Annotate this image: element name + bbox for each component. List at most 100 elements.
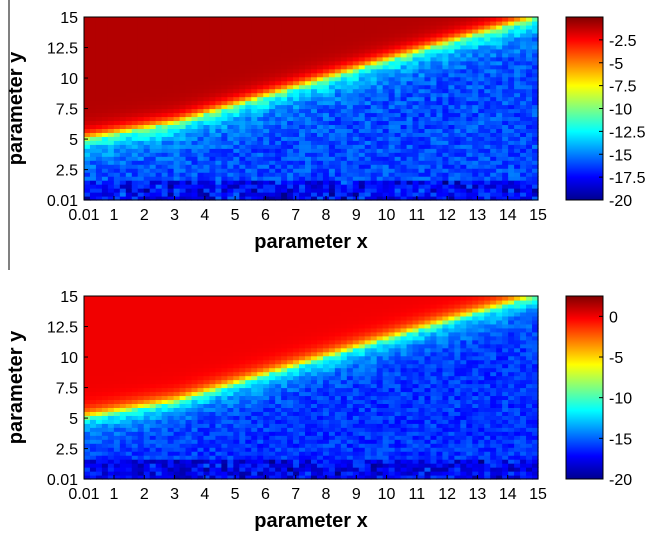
heatmap-cell (442, 124, 449, 129)
heatmap-cell (161, 475, 169, 480)
heatmap-cell (191, 64, 199, 70)
heatmap-cell (251, 403, 258, 408)
heatmap-cell (155, 196, 163, 201)
heatmap-cell (263, 136, 270, 141)
heatmap-cell (179, 399, 187, 405)
heatmap-cell (251, 108, 258, 114)
heatmap-cell (197, 439, 205, 444)
heatmap-cell (466, 140, 473, 145)
heatmap-cell (316, 156, 324, 161)
heatmap-cell (131, 84, 139, 90)
heatmap-cell (185, 351, 193, 357)
heatmap-cell (424, 48, 432, 54)
heatmap-cell (466, 112, 473, 118)
heatmap-cell (137, 80, 145, 86)
heatmap-cell (496, 128, 503, 133)
heatmap-cell (275, 132, 282, 137)
heatmap-cell (227, 347, 234, 353)
heatmap-cell (84, 92, 91, 98)
heatmap-cell (490, 136, 497, 141)
heatmap-cell (412, 104, 420, 110)
heatmap-cell (227, 104, 234, 110)
heatmap-cell (257, 471, 264, 476)
heatmap-cell (418, 116, 426, 122)
heatmap-cell (275, 20, 282, 26)
heatmap-cell (251, 463, 258, 468)
heatmap-cell (382, 44, 390, 50)
heatmap-cell (155, 120, 163, 126)
heatmap-cell (173, 17, 181, 22)
heatmap-cell (311, 100, 318, 106)
heatmap-cell (424, 144, 432, 149)
heatmap-cell (215, 88, 222, 94)
heatmap-cell (113, 331, 121, 337)
heatmap-cell (161, 395, 169, 401)
heatmap-cell (430, 24, 438, 30)
heatmap-cell (382, 40, 390, 46)
heatmap-cell (424, 132, 432, 137)
y-tick-label: 2.5 (56, 163, 78, 180)
heatmap-cell (436, 88, 444, 94)
heatmap-cell (173, 88, 181, 94)
heatmap-cell (466, 108, 473, 114)
heatmap-cell (406, 28, 414, 34)
heatmap-cell (287, 152, 294, 157)
heatmap-cell (203, 467, 211, 472)
heatmap-cell (101, 387, 109, 393)
heatmap-cell (328, 116, 336, 122)
heatmap-cell (203, 56, 211, 62)
heatmap-cell (197, 427, 205, 432)
heatmap-cell (239, 24, 246, 30)
heatmap-cell (526, 20, 533, 26)
heatmap-cell (143, 363, 151, 369)
heatmap-cell (221, 311, 228, 317)
heatmap-cell (155, 124, 163, 129)
heatmap-cell (203, 100, 211, 106)
heatmap-cell (376, 124, 384, 129)
heatmap-cell (478, 156, 485, 161)
heatmap-cell (143, 116, 151, 122)
heatmap-cell (382, 84, 390, 90)
heatmap-cell (466, 176, 473, 181)
heatmap-cell (221, 20, 228, 26)
heatmap-cell (84, 419, 91, 424)
heatmap-cell (161, 327, 169, 333)
heatmap-cell (185, 319, 193, 325)
heatmap-cell (185, 36, 193, 42)
heatmap-cell (316, 132, 324, 137)
heatmap-cell (143, 32, 151, 38)
heatmap-cell (269, 36, 276, 42)
heatmap-cell (370, 80, 378, 86)
heatmap-cell (185, 323, 193, 329)
heatmap-cell (472, 116, 479, 122)
heatmap-cell (89, 124, 97, 129)
heatmap-panel-1: 0.01 1 2 3 4 5 6 7 8 9 10 11 12 13 14 150.012.557.51012… (5, 10, 646, 253)
heatmap-cell (167, 68, 175, 74)
heatmap-cell (466, 128, 473, 133)
heatmap-cell (305, 128, 312, 133)
heatmap-cell (233, 28, 240, 34)
heatmap-cell (149, 395, 157, 401)
heatmap-cell (89, 104, 97, 110)
heatmap-cell (496, 188, 503, 193)
heatmap-cell (424, 184, 432, 189)
heatmap-cell (400, 88, 408, 94)
heatmap-cell (125, 311, 133, 317)
heatmap-cell (161, 156, 169, 161)
colorbar-tick-label: -15 (609, 147, 632, 164)
heatmap-cell (388, 192, 396, 197)
heatmap-cell (101, 168, 109, 173)
heatmap-cell (227, 383, 234, 389)
heatmap-cell (221, 192, 228, 197)
heatmap-cell (197, 64, 205, 70)
heatmap-cell (203, 176, 211, 181)
heatmap-cell (101, 403, 109, 408)
heatmap-cell (245, 443, 252, 448)
heatmap-cell (430, 104, 438, 110)
heatmap-cell (502, 32, 509, 38)
heatmap-cell (388, 48, 396, 54)
heatmap-cell (293, 80, 300, 86)
heatmap-cell (251, 319, 258, 325)
heatmap-cell (203, 140, 211, 145)
heatmap-cell (394, 68, 402, 74)
